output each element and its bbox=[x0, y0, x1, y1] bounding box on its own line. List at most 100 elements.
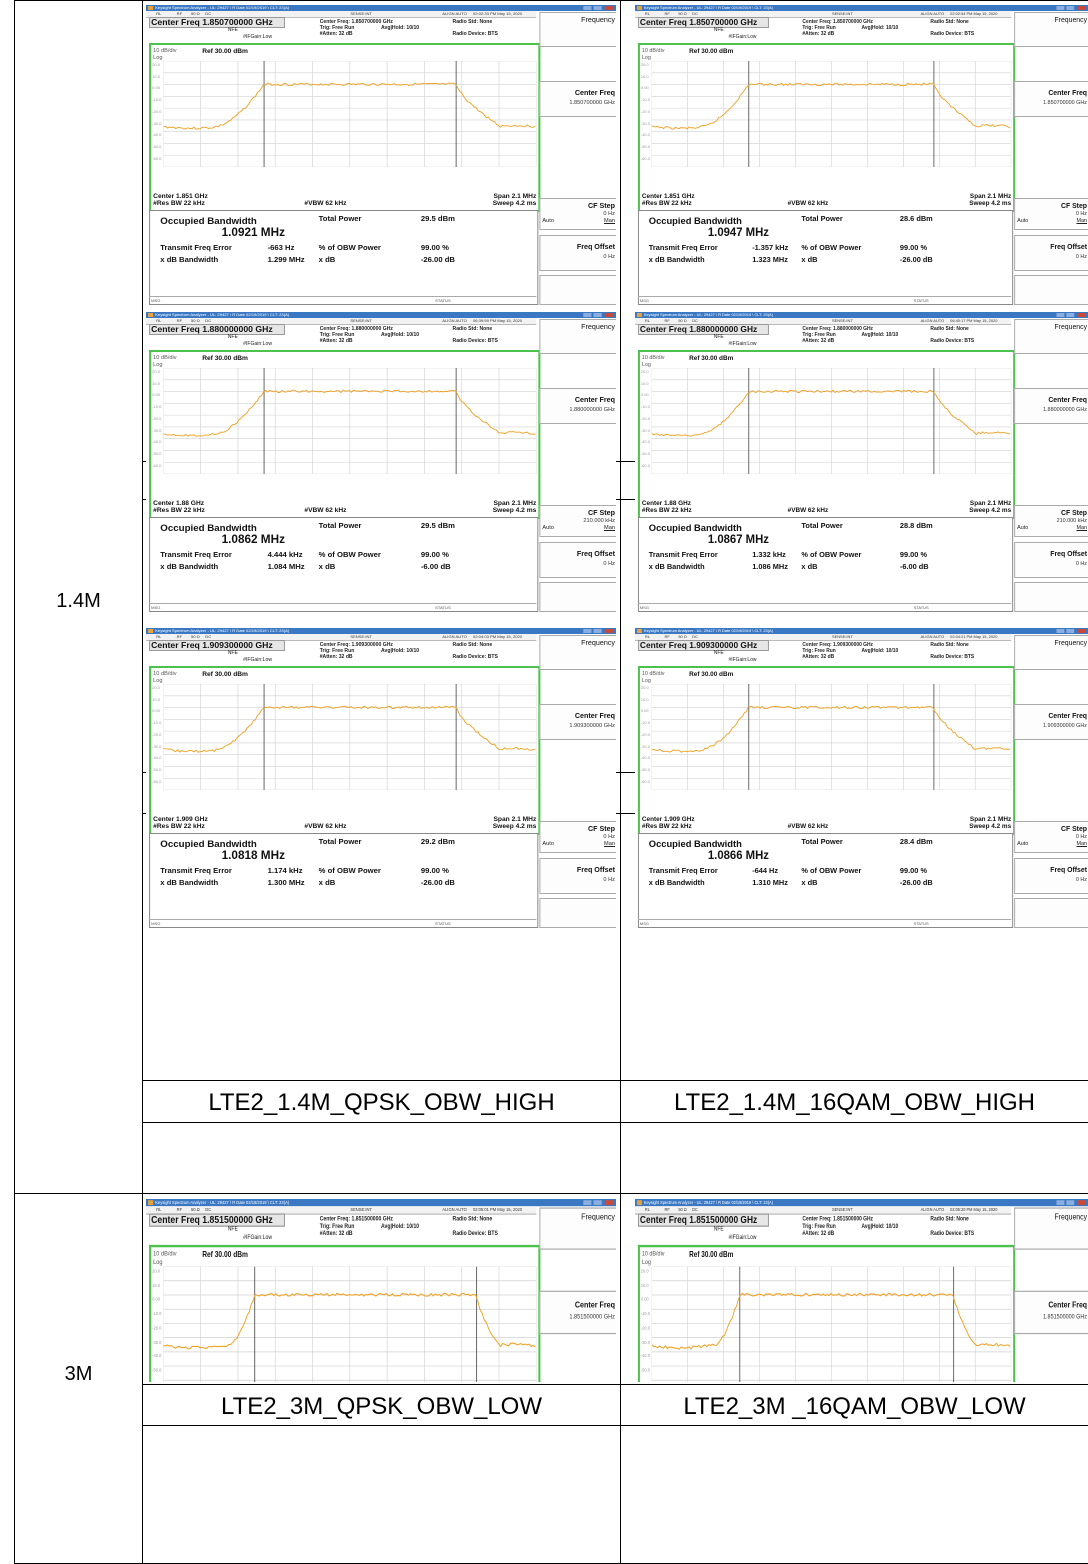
cf-step-softkey[interactable]: CF Step 210.000 kHz Auto Man bbox=[1014, 505, 1088, 537]
status-strip: RL RF 50 Ω DC SENSE:INT ALIGN AUTO 02:04:21 PM… bbox=[635, 634, 1012, 641]
center-freq-softkey[interactable]: Center Freq 1.851500000 GHz bbox=[539, 1290, 616, 1335]
xdb-value: -6.00 dB bbox=[899, 562, 929, 571]
softkey-blank[interactable] bbox=[539, 275, 616, 305]
minimize-button[interactable] bbox=[1056, 313, 1065, 317]
man-label[interactable]: Man bbox=[1076, 525, 1088, 531]
center-label: Center 1.909 GHz bbox=[153, 816, 208, 823]
scale-label: 10 dB/div bbox=[641, 671, 665, 677]
center-freq-box[interactable]: Center Freq 1.909300000 GHz bbox=[637, 640, 769, 651]
minimize-button[interactable] bbox=[1056, 629, 1065, 633]
softkey-blank[interactable] bbox=[1014, 898, 1088, 928]
atten-readout: #Atten: 32 dB bbox=[802, 1230, 835, 1238]
xdb-bw-value: 1.299 MHz bbox=[267, 255, 305, 264]
softkey-blank[interactable] bbox=[539, 582, 616, 612]
msg-label: MSG bbox=[151, 921, 161, 926]
y-tick-label: -50.0 bbox=[152, 766, 162, 772]
maximize-button[interactable] bbox=[1066, 629, 1075, 633]
center-freq-box[interactable]: Center Freq 1.909300000 GHz bbox=[149, 640, 285, 651]
frequency-softkey[interactable]: Frequency bbox=[1014, 635, 1088, 670]
obw-label: Occupied Bandwidth bbox=[648, 523, 742, 534]
strip-rl: RL bbox=[156, 634, 162, 639]
frequency-softkey[interactable]: Frequency bbox=[539, 635, 616, 670]
y-tick-label: 20.0 bbox=[152, 369, 161, 374]
center-freq-box[interactable]: Center Freq 1.851500000 GHz bbox=[637, 1213, 769, 1227]
man-label[interactable]: Man bbox=[604, 841, 615, 847]
close-button[interactable] bbox=[1077, 313, 1086, 317]
frequency-softkey[interactable]: Frequency bbox=[1014, 319, 1088, 354]
man-label[interactable]: Man bbox=[1076, 841, 1088, 847]
spectrum-screenshot: Keysight Spectrum Analyzer - UL: 29427 \… bbox=[635, 5, 1088, 305]
close-button[interactable] bbox=[1077, 6, 1086, 10]
spectrum-trace-svg bbox=[163, 60, 537, 168]
center-freq-softkey[interactable]: Center Freq 1.909300000 GHz bbox=[539, 704, 616, 740]
close-button[interactable] bbox=[1077, 1200, 1086, 1206]
y-tick-label: -20.0 bbox=[152, 731, 162, 737]
cf-step-softkey[interactable]: CF Step 0 Hz Auto Man bbox=[539, 821, 616, 853]
center-freq-softkey[interactable]: Center Freq 1.909300000 GHz bbox=[1014, 704, 1088, 740]
close-button[interactable] bbox=[604, 629, 613, 633]
xdb-label: x dB bbox=[801, 562, 818, 571]
center-freq-softkey[interactable]: Center Freq 1.850700000 GHz bbox=[539, 81, 616, 117]
close-button[interactable] bbox=[1077, 629, 1086, 633]
freq-offset-softkey[interactable]: Freq Offset 0 Hz bbox=[1014, 542, 1088, 578]
auto-label: Auto bbox=[542, 525, 555, 531]
center-freq-box[interactable]: Center Freq 1.880000000 GHz bbox=[637, 324, 769, 335]
freq-offset-softkey[interactable]: Freq Offset 0 Hz bbox=[539, 858, 616, 894]
cf-step-softkey[interactable]: CF Step 0 Hz Auto Man bbox=[1014, 821, 1088, 853]
center-freq-softkey[interactable]: Center Freq 1.880000000 GHz bbox=[539, 388, 616, 424]
maximize-button[interactable] bbox=[593, 6, 602, 10]
center-freq-softkey-label: Center Freq bbox=[574, 397, 615, 404]
frequency-softkey[interactable]: Frequency bbox=[539, 12, 616, 47]
maximize-button[interactable] bbox=[1066, 1200, 1075, 1206]
minimize-button[interactable] bbox=[1056, 6, 1065, 10]
maximize-button[interactable] bbox=[593, 313, 602, 317]
minimize-button[interactable] bbox=[583, 313, 592, 317]
man-label[interactable]: Man bbox=[604, 218, 615, 224]
window-title: Keysight Spectrum Analyzer - UL: 29427 \… bbox=[155, 312, 290, 317]
frequency-softkey[interactable]: Frequency bbox=[539, 319, 616, 354]
screenshot-inner: Keysight Spectrum Analyzer - UL: 29427 \… bbox=[635, 1199, 1088, 1382]
center-freq-box[interactable]: Center Freq 1.880000000 GHz bbox=[149, 324, 285, 335]
freq-offset-softkey[interactable]: Freq Offset 0 Hz bbox=[1014, 858, 1088, 894]
maximize-button[interactable] bbox=[593, 629, 602, 633]
minimize-button[interactable] bbox=[583, 6, 592, 10]
freq-offset-softkey[interactable]: Freq Offset 0 Hz bbox=[1014, 235, 1088, 271]
cf-step-softkey[interactable]: CF Step 0 Hz Auto Man bbox=[1014, 198, 1088, 230]
minimize-button[interactable] bbox=[583, 1200, 592, 1206]
frequency-softkey[interactable]: Frequency bbox=[1014, 1207, 1088, 1250]
trace-area bbox=[651, 683, 1012, 791]
center-freq-softkey[interactable]: Center Freq 1.880000000 GHz bbox=[1014, 388, 1088, 424]
man-label[interactable]: Man bbox=[1076, 218, 1088, 224]
minimize-button[interactable] bbox=[583, 629, 592, 633]
softkey-blank[interactable] bbox=[539, 898, 616, 928]
maximize-button[interactable] bbox=[1066, 313, 1075, 317]
freq-offset-softkey[interactable]: Freq Offset 0 Hz bbox=[539, 235, 616, 271]
center-freq-softkey[interactable]: Center Freq 1.850700000 GHz bbox=[1014, 81, 1088, 117]
close-button[interactable] bbox=[604, 1200, 613, 1206]
frequency-softkey[interactable]: Frequency bbox=[539, 1207, 616, 1250]
softkey-blank[interactable] bbox=[1014, 275, 1088, 305]
center-freq-box[interactable]: Center Freq 1.851500000 GHz bbox=[149, 1213, 285, 1227]
avg-readout: Avg|Hold: 10/10 bbox=[861, 25, 899, 31]
nfe-label: NFE bbox=[713, 650, 724, 656]
maximize-button[interactable] bbox=[1066, 6, 1075, 10]
cf-step-softkey[interactable]: CF Step 0 Hz Auto Man bbox=[539, 198, 616, 230]
close-button[interactable] bbox=[604, 313, 613, 317]
freq-offset-softkey[interactable]: Freq Offset 0 Hz bbox=[539, 542, 616, 578]
maximize-button[interactable] bbox=[593, 1200, 602, 1206]
center-freq-softkey[interactable]: Center Freq 1.851500000 GHz bbox=[1014, 1290, 1088, 1335]
frequency-softkey[interactable]: Frequency bbox=[1014, 12, 1088, 47]
center-freq-box[interactable]: Center Freq 1.850700000 GHz bbox=[637, 17, 769, 28]
y-tick-label: 10.0 bbox=[152, 73, 161, 79]
cf-step-softkey[interactable]: CF Step 210.000 kHz Auto Man bbox=[539, 505, 616, 537]
center-freq-box[interactable]: Center Freq 1.850700000 GHz bbox=[149, 17, 285, 28]
center-freq-readout: Center Freq: 1.909300000 GHz bbox=[802, 642, 874, 648]
close-button[interactable] bbox=[604, 6, 613, 10]
softkey-blank[interactable] bbox=[1014, 582, 1088, 612]
strip-rf: RF bbox=[176, 634, 183, 639]
center-label: Center 1.851 GHz bbox=[153, 193, 208, 200]
y-tick-label: 0.00 bbox=[640, 392, 649, 398]
spectrum-screenshot: Keysight Spectrum Analyzer - UL: 29427 \… bbox=[635, 312, 1088, 612]
man-label[interactable]: Man bbox=[604, 525, 615, 531]
minimize-button[interactable] bbox=[1056, 1200, 1065, 1206]
